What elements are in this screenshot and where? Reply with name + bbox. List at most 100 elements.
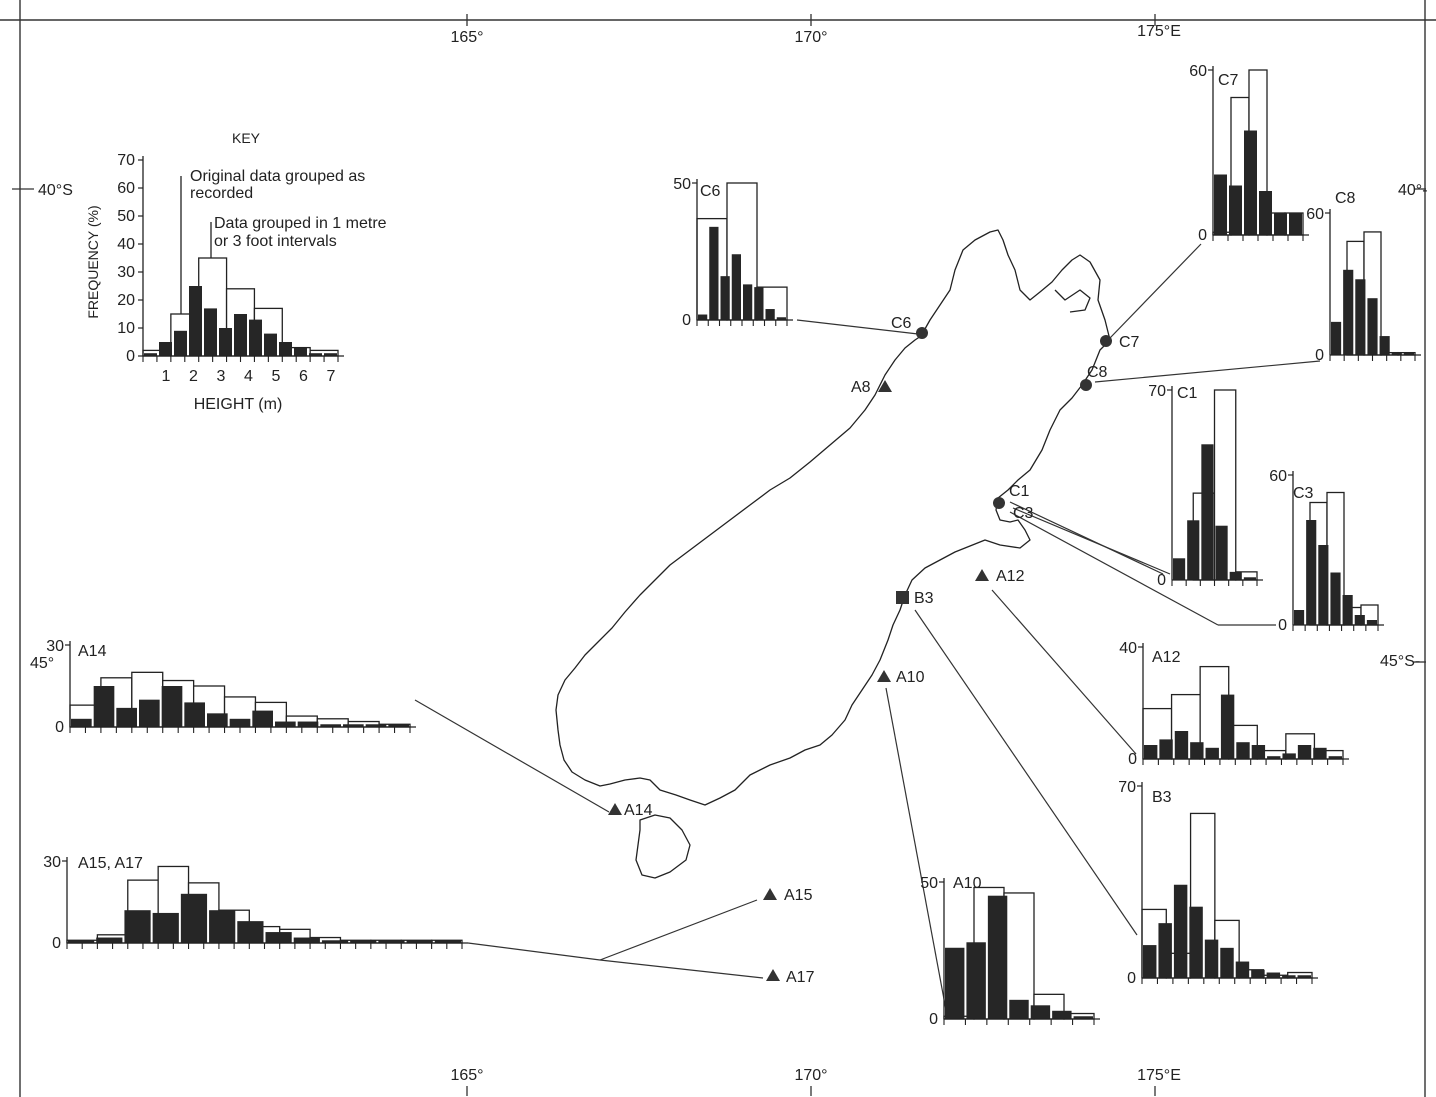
station-marker-a10 — [877, 670, 891, 682]
filled-bar — [754, 287, 764, 320]
y-tick-label: 60 — [1189, 63, 1207, 80]
y-tick-label: 40 — [1119, 640, 1137, 657]
filled-bar — [68, 940, 95, 943]
y-tick-label: 70 — [1118, 779, 1136, 796]
station-label-a15: A15 — [784, 887, 813, 904]
station-labels: C6 C7 C8 C1 C3 A8 A12 B3 A10 A14 A15 A17 — [624, 315, 1140, 986]
station-label-c1: C1 — [1009, 483, 1030, 500]
filled-bar — [1073, 1016, 1093, 1019]
histogram-c6: 0 50 C6 — [673, 176, 793, 329]
filled-bar — [152, 912, 179, 943]
filled-bar — [1236, 742, 1250, 759]
y-tick-label: 60 — [1306, 206, 1324, 223]
filled-bar — [1251, 745, 1266, 759]
station-label-c6: C6 — [891, 315, 912, 332]
graticule-ticks — [12, 14, 1426, 1096]
station-marker-c1 — [993, 497, 1005, 509]
filled-bar — [1251, 969, 1265, 978]
filled-bar — [1009, 999, 1029, 1019]
histogram-title: A14 — [78, 643, 107, 660]
open-bar — [726, 182, 758, 321]
filled-bar — [116, 707, 137, 727]
station-label-a8: A8 — [851, 379, 871, 396]
filled-bar — [1354, 615, 1365, 625]
y-tick-label: 0 — [1127, 970, 1136, 987]
filled-bar — [309, 353, 322, 356]
filled-bar — [1331, 321, 1342, 355]
histogram-title: A15, A17 — [78, 855, 143, 872]
station-label-a10: A10 — [896, 669, 925, 686]
histogram-a10: 0 50 A10 — [920, 875, 1100, 1028]
station-label-a12: A12 — [996, 568, 1025, 585]
station-label-c8: C8 — [1087, 364, 1108, 381]
filled-bar — [174, 330, 187, 356]
y-tick-label: 10 — [117, 320, 135, 337]
filled-bar — [265, 932, 292, 943]
filled-bar — [1173, 558, 1186, 580]
filled-bar — [297, 721, 319, 727]
longitude-label-165-top: 165° — [450, 29, 483, 46]
x-tick-label: 7 — [327, 368, 336, 385]
station-marker-a8 — [878, 380, 892, 392]
histogram-title: B3 — [1152, 789, 1172, 806]
y-tick-label: 60 — [117, 180, 135, 197]
filled-bar — [71, 718, 92, 727]
filled-bar — [1282, 975, 1296, 978]
station-markers — [608, 327, 1112, 981]
station-marker-c8 — [1080, 379, 1092, 391]
station-marker-a15 — [763, 888, 777, 900]
filled-bar — [209, 910, 236, 943]
filled-bar — [1220, 947, 1234, 978]
filled-bar — [1215, 525, 1228, 580]
filled-bar — [1190, 742, 1204, 759]
histogram-a14: 0 30 A14 — [46, 638, 416, 736]
histogram-a12: 0 40 A12 — [1119, 640, 1349, 768]
filled-bar — [1297, 745, 1312, 759]
filled-bar — [1030, 1005, 1051, 1019]
filled-bar — [743, 284, 753, 320]
filled-bar — [720, 276, 730, 320]
filled-bar — [252, 710, 273, 727]
filled-bar — [1313, 747, 1327, 759]
filled-bar — [324, 353, 337, 356]
y-tick-label: 60 — [1269, 468, 1287, 485]
filled-bar — [294, 347, 307, 356]
filled-bar — [144, 353, 157, 356]
filled-bar — [350, 940, 377, 943]
filled-bar — [1355, 279, 1366, 355]
x-tick-label: 6 — [299, 368, 308, 385]
longitude-label-170-top: 170° — [794, 29, 827, 46]
filled-bar — [1366, 620, 1377, 625]
connector-lines — [414, 243, 1321, 1011]
filled-bar — [1294, 610, 1305, 625]
filled-bar — [1328, 756, 1342, 759]
filled-bar — [320, 724, 341, 727]
filled-bar — [1174, 731, 1189, 759]
latitude-label-45-left: 45° — [30, 655, 54, 672]
y-tick-label: 0 — [126, 348, 135, 365]
y-tick-label: 50 — [117, 208, 135, 225]
filled-bar — [709, 226, 719, 320]
station-marker-c7 — [1100, 335, 1112, 347]
filled-bar — [966, 942, 986, 1019]
station-label-c3: C3 — [1013, 505, 1034, 522]
station-marker-a17 — [766, 969, 780, 981]
filled-bar — [1403, 352, 1414, 355]
filled-bar — [1205, 747, 1219, 759]
station-marker-a14 — [608, 803, 622, 815]
filled-bar — [180, 893, 208, 943]
longitude-label-175-top: 175°E — [1137, 23, 1181, 40]
station-label-b3: B3 — [914, 590, 934, 607]
y-tick-label: 50 — [920, 875, 938, 892]
key-label-original-line1: Original data grouped as — [190, 168, 365, 185]
y-tick-label: 0 — [1315, 347, 1324, 364]
filled-bar — [1214, 174, 1227, 235]
open-bar — [1003, 892, 1035, 1020]
filled-bar — [731, 254, 741, 320]
filled-bar — [124, 910, 151, 943]
x-tick-label: 4 — [244, 368, 253, 385]
filled-bar — [1244, 130, 1257, 235]
filled-bar — [189, 286, 202, 356]
filled-bar — [1343, 269, 1354, 355]
filled-bar — [765, 309, 775, 320]
